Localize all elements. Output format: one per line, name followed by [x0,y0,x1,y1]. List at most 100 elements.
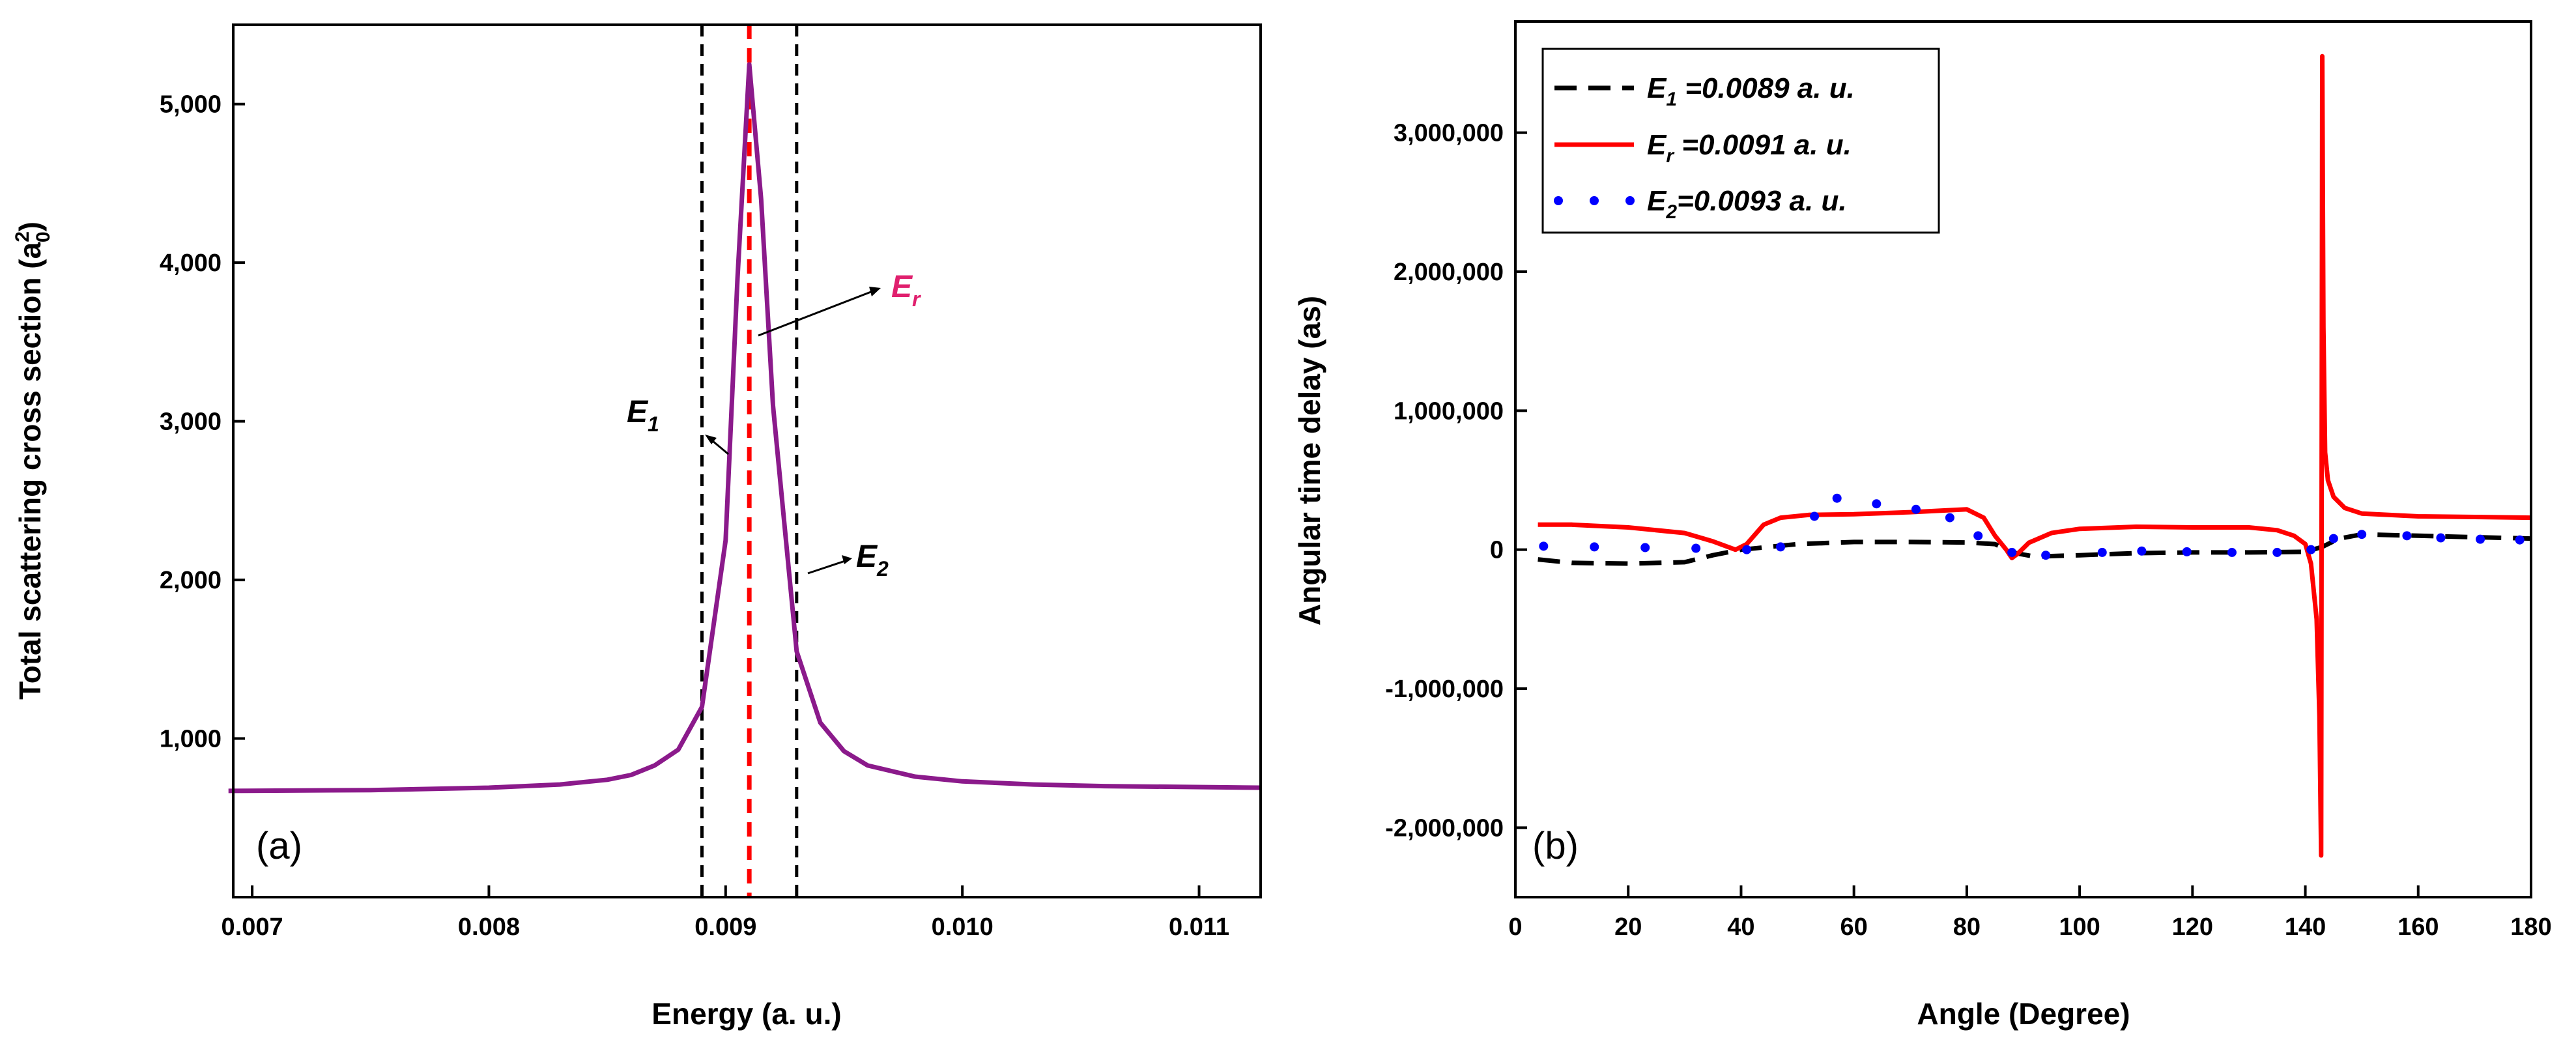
panel-a-y-axis-label-sup: 2 [12,231,33,242]
annotation-er-arrowhead [869,287,881,296]
annotation-e1-main: E [627,395,649,429]
legend-label-er-sub: r [1666,145,1675,167]
data-point [2476,534,2485,544]
panel-a-xtick-label: 0.008 [458,913,520,941]
data-point [1691,543,1701,553]
series-er-line [1538,53,2532,858]
legend: E1 =0.0089 a. u. Er =0.0091 a. u. E2=0.0… [1541,48,1940,234]
data-point [2515,535,2525,545]
annotation-er: Er [758,270,921,337]
data-point [1973,531,1983,541]
annotation-er-main: E [891,270,913,304]
panel-b-ytick-label: 1,000,000 [1394,397,1504,425]
annotation-e1-label: E1 [627,395,659,436]
panel-b: 0 20 40 60 80 100 120 140 160 180 -2,000,000-1,00… [1293,20,2552,1031]
panel-a-xtick-label: 0.009 [694,913,756,941]
data-point [1539,541,1549,551]
legend-label-er: Er =0.0091 a. u. [1647,129,1852,167]
data-point [1911,504,1921,514]
data-point [1776,542,1786,552]
data-point [1945,513,1954,523]
data-point [2041,551,2051,560]
legend-swatch-e2-dot1 [1554,196,1563,205]
panel-a-y-axis-label: Total scattering cross section (a20) [12,222,54,700]
panel-a-x-axis-label: Energy (a. u.) [651,997,841,1031]
panel-b-x-ticks: 0 20 40 60 80 100 120 140 160 180 [1508,885,2552,941]
panel-a-y-axis-label-end: ) [13,222,47,231]
panel-b-label: (b) [1532,825,1579,867]
data-point [1590,542,1599,552]
panel-b-plot-area [1538,53,2532,858]
data-point [2007,547,2017,557]
annotation-e2-sub: 2 [876,557,889,581]
legend-box [1541,48,1940,234]
panel-a-xtick-label: 0.011 [1169,913,1229,941]
series-total-scattering-cross-section-line [228,62,1261,794]
annotation-e2-arrow [807,559,848,575]
data-point [1742,545,1752,554]
panel-b-frame [1514,20,2532,898]
legend-label-e2-main: E [1647,185,1667,217]
data-point [2227,547,2237,557]
legend-label-er-main: E [1647,129,1667,161]
legend-label-e1-sub: 1 [1666,89,1677,110]
panel-a-y-axis-label-sub: 0 [33,231,54,242]
annotation-er-arrow [758,289,875,337]
panel-b-xtick-label: 80 [1953,913,1981,941]
data-point [1810,511,1820,521]
panel-a-y-axis-label-main: Total scattering cross section (a [13,242,47,700]
annotation-e2: E2 [807,539,889,581]
legend-label-e1-rest: =0.0089 a. u. [1677,72,1855,104]
annotation-er-label: Er [891,270,921,311]
panel-b-ytick-label: 2,000,000 [1394,259,1504,286]
data-point [2357,530,2367,539]
data-point [1832,493,1842,503]
panel-a-xtick-label: 0.007 [222,913,283,941]
data-point [2272,547,2282,557]
legend-label-e2-sub: 2 [1665,201,1677,223]
panel-b-xtick-label: 160 [2397,913,2439,941]
panel-a-ytick-label: 2,000 [160,567,222,594]
panel-b-xtick-label: 60 [1840,913,1868,941]
legend-label-e2: E2=0.0093 a. u. [1647,185,1847,223]
data-point [2306,545,2316,554]
panel-a-ytick-label: 5,000 [160,91,222,119]
data-point [2436,533,2446,543]
panel-b-xtick-label: 180 [2510,913,2551,941]
data-point [2097,547,2107,557]
panel-b-x-axis-label: Angle (Degree) [1917,997,2130,1031]
panel-a: 0.007 0.008 0.009 0.010 0.011 1,000 2,000 3,00… [12,23,1262,1031]
panel-b-xtick-label: 140 [2285,913,2326,941]
panel-a-plot-area [228,25,1261,897]
data-point [2402,531,2412,541]
panel-b-ytick-label: -1,000,000 [1385,676,1504,703]
legend-label-e2-rest: =0.0093 a. u. [1677,185,1847,217]
panel-b-y-ticks: -2,000,000 -1,000,000 0 1,000,000 2,000,000 3… [1385,120,1527,842]
panel-b-xtick-label: 100 [2059,913,2100,941]
panel-b-ytick-label: -2,000,000 [1385,814,1504,842]
data-point [2328,534,2338,543]
panel-a-ytick-label: 1,000 [160,726,222,753]
panel-b-ytick-label: 0 [1490,537,1504,564]
annotation-e2-label: E2 [856,539,889,581]
panel-b-xtick-label: 0 [1508,913,1522,941]
legend-label-e1: E1 =0.0089 a. u. [1647,72,1855,110]
annotation-e1-arrowhead [705,435,717,444]
annotation-e2-arrowhead [842,555,852,564]
data-point [1640,543,1650,552]
panel-b-ytick-label: 3,000,000 [1394,120,1504,147]
panel-a-label: (a) [256,825,302,867]
panel-b-xtick-label: 20 [1614,913,1642,941]
panel-a-ytick-label: 3,000 [160,409,222,436]
legend-label-er-rest: =0.0091 a. u. [1674,129,1852,161]
panel-b-y-axis-label: Angular time delay (as) [1293,296,1326,625]
panel-b-xtick-label: 40 [1727,913,1754,941]
annotation-e1-sub: 1 [648,412,659,436]
annotation-e2-main: E [856,539,878,574]
legend-label-e1-main: E [1647,72,1667,104]
legend-swatch-e2-dot3 [1625,196,1635,205]
annotation-er-sub: r [912,287,921,311]
panel-a-x-ticks: 0.007 0.008 0.009 0.010 0.011 [222,885,1229,941]
legend-swatch-e2-dot2 [1590,196,1599,205]
